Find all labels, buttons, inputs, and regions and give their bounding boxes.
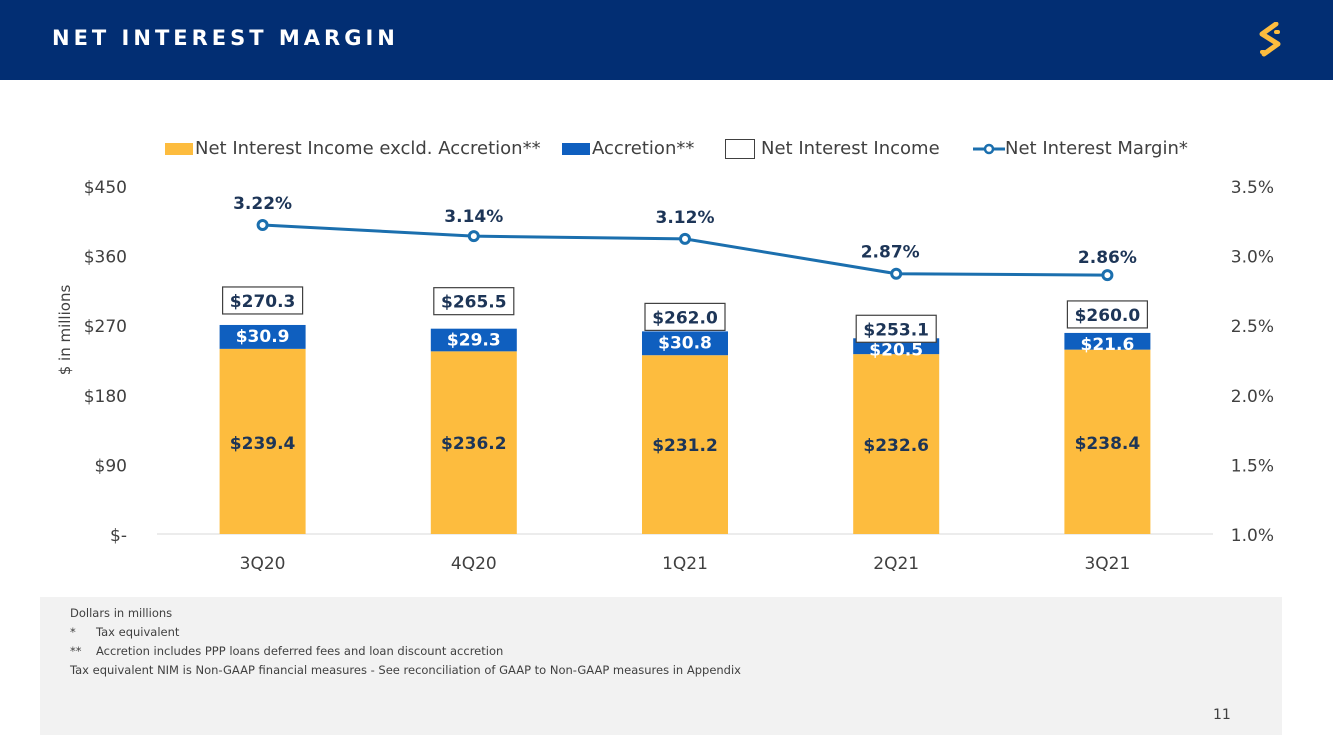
x-tick-label: 1Q21: [662, 554, 708, 574]
bar-accretion: [430, 328, 517, 352]
bar-nii-excl: [1064, 349, 1151, 534]
header-bar: NET INTEREST MARGIN: [0, 0, 1333, 80]
page-number: 11: [1213, 707, 1231, 723]
nim-label: 2.87%: [861, 243, 920, 263]
legend-label: Accretion**: [592, 138, 695, 159]
y2-tick-label: 1.0%: [1231, 526, 1274, 546]
y2-tick-label: 3.5%: [1231, 178, 1274, 198]
bar-nii-excl: [219, 348, 306, 534]
bar-label-nii-excl: $231.2: [652, 436, 718, 456]
footnote-line: ** Accretion includes PPP loans deferred …: [70, 644, 503, 658]
legend-item-nii-excl: Net Interest Income excld. Accretion**: [165, 137, 541, 161]
legend-item-nii: Net Interest Income: [725, 137, 940, 161]
legend-item-nim: Net Interest Margin*: [973, 137, 1188, 161]
bar-accretion: [219, 324, 306, 349]
total-label-box: [1066, 300, 1149, 329]
y-tick-label: $450: [84, 178, 127, 198]
nim-point: [679, 232, 691, 245]
y-tick-label: $-: [110, 526, 127, 546]
footnote-mark: **: [70, 644, 82, 658]
page-title: NET INTEREST MARGIN: [52, 26, 399, 50]
bar-accretion: [642, 331, 728, 356]
bar-nii-excl: [853, 354, 940, 534]
nim-label: 3.14%: [444, 207, 503, 227]
bar-nii-excl: [430, 351, 517, 534]
bar-label-accretion: $29.3: [447, 331, 501, 351]
nim-label: 3.22%: [233, 194, 292, 214]
footnote-line: Dollars in millions: [70, 606, 172, 620]
total-label-box: [433, 287, 515, 316]
legend-item-accretion: Accretion**: [562, 137, 694, 161]
bar-label-nii-excl: $236.2: [441, 434, 507, 454]
stylized-s-logo-icon: [1259, 22, 1281, 57]
nim-point: [467, 230, 480, 243]
y2-tick-label: 3.0%: [1231, 248, 1274, 268]
nim-chart: $- $90 $180 $270 $360 $450 1.0% 1.5% 2.0% 2.5% 3.0…: [56, 178, 1274, 574]
legend-swatch: [165, 143, 193, 155]
bar-label-total: $270.3: [230, 292, 296, 312]
legend-swatch: [725, 139, 755, 159]
total-label-box: [222, 286, 304, 315]
legend-label: Net Interest Income excld. Accretion**: [195, 138, 541, 159]
footnotes-panel: Dollars in millions * Tax equivalent ** Ac…: [40, 597, 1282, 735]
bar-accretion: [1064, 332, 1151, 350]
bar-label-nii-excl: $239.4: [230, 434, 296, 454]
footnote-text: Tax equivalent NIM is Non-GAAP financial…: [70, 663, 741, 677]
bar-nii-excl: [642, 355, 728, 534]
nim-point: [1101, 269, 1114, 282]
legend-label: Net Interest Margin*: [1005, 138, 1188, 159]
nim-line: [262, 223, 1108, 277]
x-tick-label: 3Q20: [240, 554, 286, 574]
y-tick-label: $90: [95, 456, 127, 476]
y2-tick-label: 2.5%: [1231, 317, 1274, 337]
nim-label: 3.12%: [656, 208, 715, 228]
x-tick-label: 2Q21: [873, 554, 919, 574]
y-tick-label: $180: [84, 387, 127, 407]
nim-point: [890, 267, 903, 280]
total-label-box: [644, 302, 726, 331]
bar-label-accretion: $20.5: [869, 340, 923, 360]
legend-line-marker-icon: [973, 143, 1005, 155]
bar-label-total: $262.0: [652, 308, 718, 328]
bar-label-nii-excl: $232.6: [863, 436, 929, 456]
footnote-line: * Tax equivalent: [70, 625, 179, 639]
total-label-box: [855, 314, 937, 343]
y2-tick-label: 2.0%: [1231, 387, 1274, 407]
bar-label-total: $253.1: [863, 320, 929, 340]
y-tick-label: $360: [84, 248, 127, 268]
y2-tick-label: 1.5%: [1231, 456, 1274, 476]
legend-swatch: [562, 143, 590, 155]
legend-label: Net Interest Income: [761, 138, 940, 159]
x-tick-label: 4Q20: [451, 554, 497, 574]
bar-label-total: $265.5: [441, 293, 507, 313]
y-tick-label: $270: [84, 317, 127, 337]
footnote-text: Accretion includes PPP loans deferred fe…: [96, 644, 504, 658]
footnote-line: Tax equivalent NIM is Non-GAAP financial…: [70, 663, 741, 677]
footnote-text: Dollars in millions: [70, 606, 173, 620]
chart-legend: Net Interest Income excld. Accretion** A…: [0, 137, 1333, 161]
footnote-text: Tax equivalent: [96, 625, 180, 639]
nim-point: [256, 218, 269, 231]
bar-label-total: $260.0: [1075, 306, 1141, 326]
bar-label-nii-excl: $238.4: [1075, 434, 1141, 454]
x-tick-label: 3Q21: [1084, 554, 1130, 574]
nim-label: 2.86%: [1078, 248, 1137, 268]
bar-label-accretion: $30.9: [236, 327, 290, 347]
y-axis-label: $ in millions: [56, 285, 74, 376]
bar-label-accretion: $30.8: [658, 333, 712, 353]
footnote-mark: *: [70, 625, 76, 639]
bar-label-accretion: $21.6: [1081, 335, 1135, 355]
